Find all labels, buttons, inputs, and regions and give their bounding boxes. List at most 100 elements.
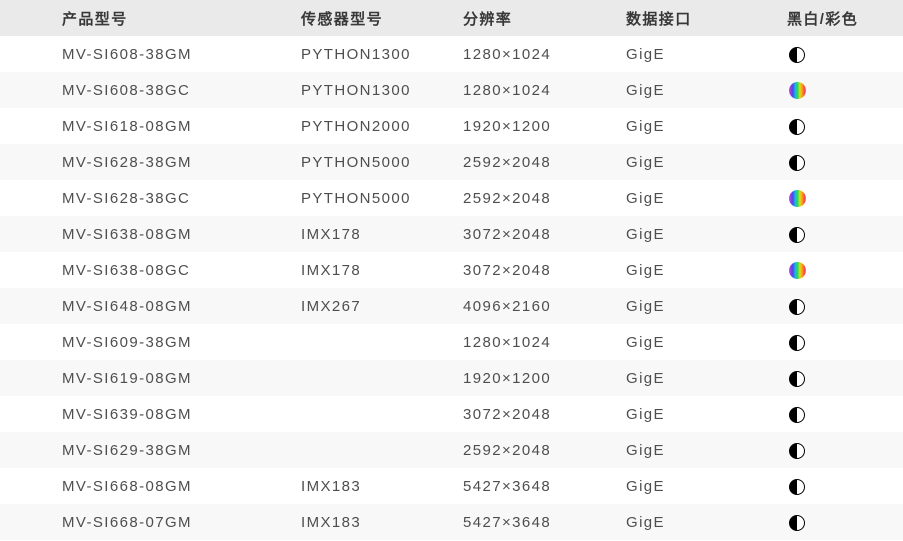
cell-resolution: 1920×1200 xyxy=(463,117,552,135)
cell-product-model: MV-SI668-08GM xyxy=(62,477,192,495)
column-header-data-interface: 数据接口 xyxy=(626,10,692,28)
cell-resolution: 4096×2160 xyxy=(463,297,552,315)
mono-half-circle-icon xyxy=(789,154,805,171)
table-row: MV-SI648-08GM IMX267 4096×2160 GigE xyxy=(0,288,903,324)
color-rainbow-circle-icon xyxy=(789,261,806,279)
cell-mono-color xyxy=(787,261,903,279)
cell-product-model: MV-SI648-08GM xyxy=(62,297,192,315)
cell-sensor-model: IMX183 xyxy=(301,513,362,531)
cell-mono-color xyxy=(787,189,903,207)
cell-product-model: MV-SI628-38GM xyxy=(62,153,192,171)
cell-mono-color xyxy=(787,81,903,99)
cell-product-model: MV-SI608-38GM xyxy=(62,45,192,63)
cell-data-interface: GigE xyxy=(626,513,665,531)
cell-resolution: 2592×2048 xyxy=(463,189,552,207)
cell-mono-color xyxy=(787,297,903,315)
cell-sensor-model: PYTHON5000 xyxy=(301,189,411,207)
cell-resolution: 5427×3648 xyxy=(463,513,552,531)
mono-half-circle-icon xyxy=(789,46,805,63)
cell-mono-color xyxy=(787,369,903,387)
cell-mono-color xyxy=(787,513,903,531)
table-row: MV-SI629-38GM 2592×2048 GigE xyxy=(0,432,903,468)
cell-mono-color xyxy=(787,405,903,423)
mono-half-circle-icon xyxy=(789,406,805,423)
table-row: MV-SI609-38GM 1280×1024 GigE xyxy=(0,324,903,360)
column-header-resolution: 分辨率 xyxy=(463,10,513,28)
table-row: MV-SI638-08GM IMX178 3072×2048 GigE xyxy=(0,216,903,252)
table-row: MV-SI668-08GM IMX183 5427×3648 GigE xyxy=(0,468,903,504)
cell-data-interface: GigE xyxy=(626,297,665,315)
cell-data-interface: GigE xyxy=(626,333,665,351)
cell-sensor-model: IMX178 xyxy=(301,225,362,243)
table-header-row: 产品型号 传感器型号 分辨率 数据接口 黑白/彩色 xyxy=(0,0,903,36)
cell-mono-color xyxy=(787,153,903,171)
cell-product-model: MV-SI639-08GM xyxy=(62,405,192,423)
cell-product-model: MV-SI609-38GM xyxy=(62,333,192,351)
cell-sensor-model: IMX178 xyxy=(301,261,362,279)
cell-resolution: 3072×2048 xyxy=(463,261,552,279)
cell-data-interface: GigE xyxy=(626,405,665,423)
cell-product-model: MV-SI629-38GM xyxy=(62,441,192,459)
cell-product-model: MV-SI608-38GC xyxy=(62,81,191,99)
mono-half-circle-icon xyxy=(789,514,805,531)
column-header-product-model: 产品型号 xyxy=(62,10,128,28)
cell-sensor-model: IMX267 xyxy=(301,297,362,315)
cell-data-interface: GigE xyxy=(626,45,665,63)
cell-resolution: 3072×2048 xyxy=(463,405,552,423)
table-row: MV-SI608-38GM PYTHON1300 1280×1024 GigE xyxy=(0,36,903,72)
cell-mono-color xyxy=(787,441,903,459)
table-row: MV-SI618-08GM PYTHON2000 1920×1200 GigE xyxy=(0,108,903,144)
cell-mono-color xyxy=(787,117,903,135)
cell-sensor-model: PYTHON2000 xyxy=(301,117,411,135)
cell-product-model: MV-SI618-08GM xyxy=(62,117,192,135)
cell-resolution: 1280×1024 xyxy=(463,333,552,351)
cell-data-interface: GigE xyxy=(626,81,665,99)
cell-resolution: 1280×1024 xyxy=(463,45,552,63)
cell-sensor-model: PYTHON5000 xyxy=(301,153,411,171)
table-row: MV-SI668-07GM IMX183 5427×3648 GigE xyxy=(0,504,903,540)
cell-resolution: 3072×2048 xyxy=(463,225,552,243)
cell-product-model: MV-SI619-08GM xyxy=(62,369,192,387)
mono-half-circle-icon xyxy=(789,226,805,243)
table-row: MV-SI638-08GC IMX178 3072×2048 GigE xyxy=(0,252,903,288)
cell-sensor-model: IMX183 xyxy=(301,477,362,495)
cell-sensor-model: PYTHON1300 xyxy=(301,45,411,63)
cell-mono-color xyxy=(787,477,903,495)
cell-resolution: 2592×2048 xyxy=(463,441,552,459)
cell-data-interface: GigE xyxy=(626,261,665,279)
cell-data-interface: GigE xyxy=(626,441,665,459)
cell-product-model: MV-SI638-08GM xyxy=(62,225,192,243)
mono-half-circle-icon xyxy=(789,298,805,315)
cell-resolution: 1920×1200 xyxy=(463,369,552,387)
color-rainbow-circle-icon xyxy=(789,189,806,207)
cell-mono-color xyxy=(787,333,903,351)
table-row: MV-SI608-38GC PYTHON1300 1280×1024 GigE xyxy=(0,72,903,108)
table-row: MV-SI628-38GC PYTHON5000 2592×2048 GigE xyxy=(0,180,903,216)
cell-resolution: 2592×2048 xyxy=(463,153,552,171)
column-header-sensor-model: 传感器型号 xyxy=(301,10,384,28)
cell-product-model: MV-SI668-07GM xyxy=(62,513,192,531)
cell-sensor-model: PYTHON1300 xyxy=(301,81,411,99)
cell-mono-color xyxy=(787,225,903,243)
mono-half-circle-icon xyxy=(789,370,805,387)
table-row: MV-SI628-38GM PYTHON5000 2592×2048 GigE xyxy=(0,144,903,180)
mono-half-circle-icon xyxy=(789,478,805,495)
cell-data-interface: GigE xyxy=(626,189,665,207)
cell-product-model: MV-SI638-08GC xyxy=(62,261,191,279)
table-row: MV-SI619-08GM 1920×1200 GigE xyxy=(0,360,903,396)
column-header-mono-color: 黑白/彩色 xyxy=(787,10,859,28)
mono-half-circle-icon xyxy=(789,442,805,459)
cell-product-model: MV-SI628-38GC xyxy=(62,189,191,207)
mono-half-circle-icon xyxy=(789,118,805,135)
cell-resolution: 5427×3648 xyxy=(463,477,552,495)
cell-data-interface: GigE xyxy=(626,117,665,135)
color-rainbow-circle-icon xyxy=(789,81,806,99)
cell-mono-color xyxy=(787,45,903,63)
cell-data-interface: GigE xyxy=(626,369,665,387)
cell-data-interface: GigE xyxy=(626,225,665,243)
table-body: MV-SI608-38GM PYTHON1300 1280×1024 GigE … xyxy=(0,36,903,540)
mono-half-circle-icon xyxy=(789,334,805,351)
cell-resolution: 1280×1024 xyxy=(463,81,552,99)
table-row: MV-SI639-08GM 3072×2048 GigE xyxy=(0,396,903,432)
